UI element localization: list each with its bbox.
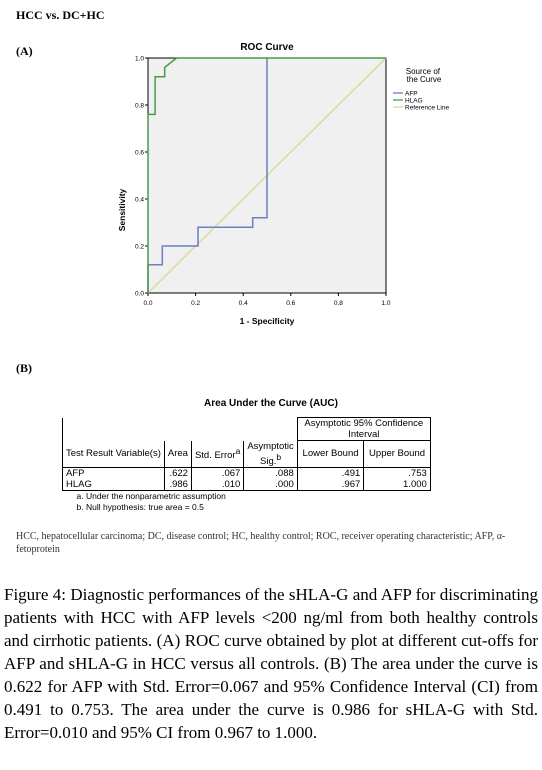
row-upper: .753 [363, 467, 431, 479]
row-variable: AFP [62, 467, 165, 479]
legend-entry: Reference Line [405, 104, 449, 111]
y-tick-label: 0.2 [135, 244, 144, 251]
abbreviations-note: HCC, hepatocellular carcinoma; DC, disea… [16, 531, 506, 555]
chart-title: ROC Curve [240, 42, 294, 53]
header-sig: Asymptotic Sig.b [243, 440, 298, 468]
auc-table: Asymptotic 95% Confidence Interval Test … [62, 417, 431, 513]
y-tick-label: 0.4 [135, 197, 144, 204]
row-upper: 1.000 [363, 478, 431, 491]
x-tick-label: 1.0 [381, 300, 390, 307]
roc-chart: ROC Curve 0.0 0.2 0.4 0.6 0.8 1.0 0.0 0.2 0.4 0.… [117, 42, 449, 326]
row-variable: HLAG [62, 478, 165, 491]
y-tick-label: 0.6 [135, 150, 144, 157]
caption-text: Diagnostic performances of the sHLA-G an… [4, 585, 539, 742]
panel-a-label: (A) [16, 44, 33, 58]
row-sig: .000 [243, 478, 298, 491]
x-tick-label: 0.4 [239, 300, 248, 307]
row-sig: .088 [243, 467, 298, 479]
row-std-error: .067 [190, 467, 244, 479]
legend-title: Source of the Curve [406, 67, 442, 84]
header-area: Area [163, 440, 192, 468]
footnote-a: a. Under the nonparametric assumption [76, 490, 226, 501]
footnote-b: b. Null hypothesis: true area = 0.5 [76, 501, 204, 512]
header-test-variable: Test Result Variable(s) [62, 440, 165, 468]
row-lower: .967 [297, 478, 365, 491]
y-tick-label: 0.0 [135, 291, 144, 298]
row-area: .986 [163, 478, 192, 491]
auc-table-title: Area Under the Curve (AUC) [204, 398, 338, 409]
series-line-hlag [147, 57, 386, 293]
x-axis-label: 1 - Specificity [240, 316, 295, 326]
table-row: HLAG .986 .010 .000 .967 1.000 [62, 478, 431, 491]
y-tick-label: 0.8 [135, 103, 144, 110]
row-std-error: .010 [190, 478, 244, 491]
header-std-error: Std. Errora [190, 440, 244, 468]
figure-heading: HCC vs. DC+HC [16, 8, 105, 22]
x-tick-label: 0.0 [143, 300, 152, 307]
row-area: .622 [163, 467, 192, 479]
figure-caption: Figure 4: Diagnostic performances of the… [4, 583, 538, 744]
header-upper-bound: Upper Bound [363, 440, 431, 468]
y-axis-label: Sensitivity [117, 188, 127, 231]
table-row: AFP .622 .067 .088 .491 .753 [62, 467, 431, 479]
panel-b-label: (B) [16, 361, 32, 375]
header-lower-bound: Lower Bound [297, 440, 365, 468]
series-line-afp [147, 58, 268, 293]
legend-entry: HLAG [405, 97, 423, 104]
caption-label: Figure 4: [4, 585, 66, 604]
ci-header: Asymptotic 95% Confidence Interval [297, 417, 431, 441]
legend-entry: AFP [405, 90, 418, 97]
row-lower: .491 [297, 467, 365, 479]
y-tick-label: 1.0 [135, 56, 144, 63]
x-tick-label: 0.8 [334, 300, 343, 307]
x-tick-label: 0.2 [191, 300, 200, 307]
x-tick-label: 0.6 [286, 300, 295, 307]
